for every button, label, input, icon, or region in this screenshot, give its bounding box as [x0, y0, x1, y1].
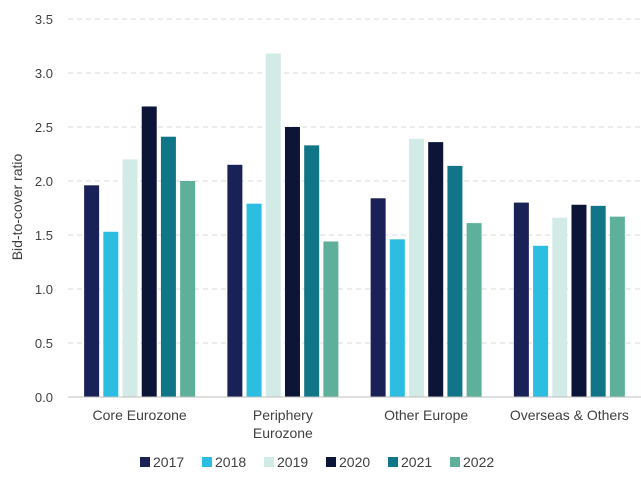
x-category-label: Periphery: [253, 407, 313, 423]
bar-2021-4: [590, 205, 606, 397]
y-tick-label: 3.5: [35, 12, 53, 27]
legend-label-2018: 2018: [215, 454, 246, 470]
bar-2017-3: [370, 198, 386, 397]
bar-2022-4: [609, 216, 625, 397]
legend-label-2017: 2017: [153, 454, 184, 470]
bar-2020-2: [284, 127, 300, 397]
y-tick-label: 2.0: [35, 174, 53, 189]
y-axis-ticks: 0.0 0.5 1.0 1.5 2.0 2.5 3.0 3.5: [35, 12, 53, 405]
legend-swatch-2019: [264, 457, 274, 467]
bar-2019-2: [265, 53, 281, 398]
bar-2019-4: [552, 217, 568, 397]
legend-label-2022: 2022: [463, 454, 494, 470]
legend-label-2019: 2019: [277, 454, 308, 470]
y-tick-label: 1.0: [35, 282, 53, 297]
y-tick-label: 2.5: [35, 120, 53, 135]
legend-label-2020: 2020: [339, 454, 370, 470]
bar-2020-3: [428, 142, 444, 397]
y-axis-title: Bid-to-cover ratio: [9, 153, 25, 260]
x-category-label: Other Europe: [384, 407, 468, 423]
y-tick-label: 0.0: [35, 390, 53, 405]
y-tick-label: 0.5: [35, 336, 53, 351]
bar-2019-3: [409, 138, 425, 397]
bar-2018-3: [389, 239, 405, 397]
legend-swatch-2022: [450, 457, 460, 467]
bar-2017-4: [513, 202, 529, 397]
bar-2022-3: [466, 223, 482, 397]
bar-2022-2: [323, 241, 339, 397]
bar-2018-1: [103, 231, 119, 397]
bar-2021-2: [304, 145, 320, 397]
x-category-label: Core Eurozone: [93, 407, 187, 423]
bar-2020-4: [571, 204, 587, 397]
bar-2018-4: [533, 245, 549, 397]
y-tick-label: 3.0: [35, 66, 53, 81]
legend-swatch-2020: [326, 457, 336, 467]
x-category-label: Overseas & Others: [510, 407, 629, 423]
x-axis-categories: Core Eurozone Periphery Eurozone Other Euro…: [93, 407, 629, 441]
bars: [84, 53, 625, 398]
bar-2021-3: [447, 165, 463, 397]
legend-label-2021: 2021: [401, 454, 432, 470]
bar-2021-1: [160, 136, 176, 397]
legend-swatch-2017: [140, 457, 150, 467]
bar-2020-1: [141, 106, 157, 397]
legend-swatch-2018: [202, 457, 212, 467]
bar-2017-1: [84, 185, 100, 397]
bar-2018-2: [246, 203, 262, 397]
legend-swatch-2021: [388, 457, 398, 467]
bar-2017-2: [227, 164, 243, 397]
bar-2022-1: [180, 181, 196, 397]
legend: 2017 2018 2019 2020 2021 2022: [140, 454, 494, 470]
y-tick-label: 1.5: [35, 228, 53, 243]
bar-2019-1: [122, 159, 138, 397]
x-category-label: Eurozone: [253, 425, 313, 441]
